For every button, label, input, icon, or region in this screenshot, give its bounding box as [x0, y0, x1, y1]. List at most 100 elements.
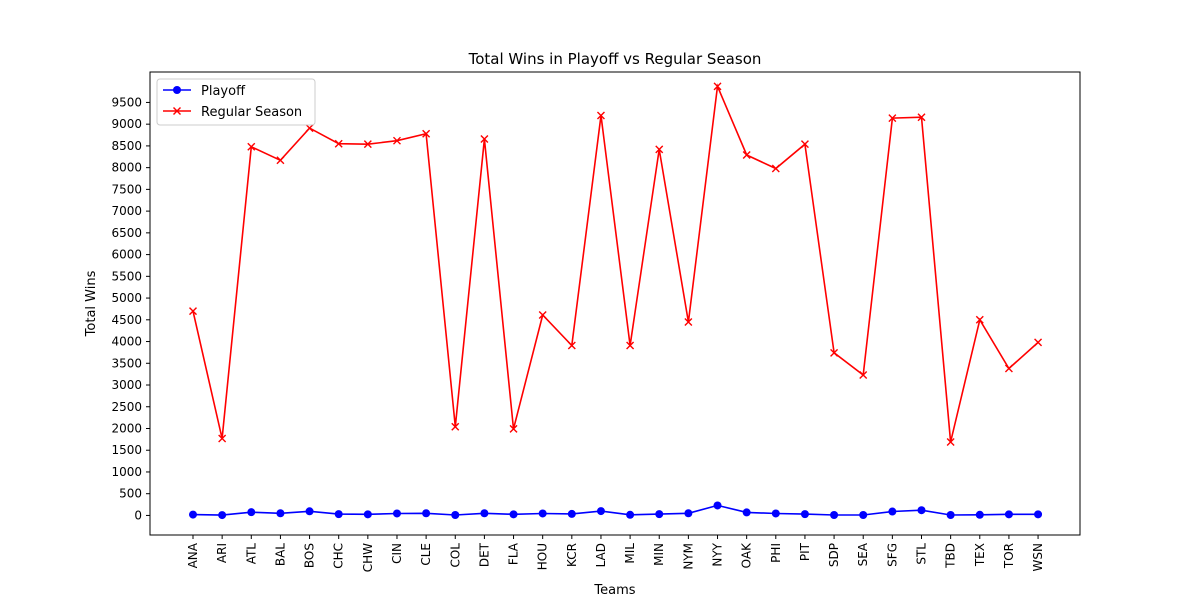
x-tick-label: HOU [536, 543, 550, 570]
data-point [626, 510, 635, 519]
data-point [800, 510, 809, 519]
x-tick-label: CHW [361, 543, 375, 572]
y-tick-label: 9500 [111, 95, 142, 109]
y-tick-label: 7500 [111, 182, 142, 196]
x-tick-label: DET [477, 542, 491, 567]
data-point [830, 511, 839, 520]
x-tick-label: LAD [594, 543, 608, 567]
data-point [218, 511, 227, 520]
x-tick-label: STL [915, 543, 929, 565]
chart-title: Total Wins in Playoff vs Regular Season [468, 50, 762, 68]
x-axis-label: Teams [593, 583, 635, 598]
data-point [567, 509, 576, 518]
data-point [334, 510, 343, 519]
x-tick-label: PHI [769, 543, 783, 563]
data-point [742, 508, 751, 517]
data-point [684, 317, 693, 326]
data-point [392, 509, 401, 518]
legend: Playoff Regular Season [156, 78, 316, 126]
data-point [684, 509, 693, 518]
data-point [247, 508, 256, 517]
y-tick-label: 2000 [111, 421, 142, 435]
data-point [422, 509, 431, 518]
legend-item: Regular Season [163, 105, 302, 120]
plot-area [149, 71, 1081, 536]
x-axis: ANA ARI ATL BAL BOS CHC CHW CIN CLE COL DET FLA HOU K… [186, 535, 1045, 572]
y-tick-label: 1000 [111, 465, 142, 479]
x-tick-label: CLE [419, 543, 433, 566]
data-point [276, 156, 285, 165]
data-point [480, 134, 489, 143]
y-tick-label: 8000 [111, 161, 142, 175]
data-point [830, 348, 839, 357]
data-point [363, 510, 372, 519]
data-point [946, 511, 955, 520]
data-point [946, 437, 955, 446]
data-point [917, 506, 926, 515]
x-tick-label: FLA [507, 542, 521, 565]
x-tick-label: SDP [827, 543, 841, 567]
data-point [509, 424, 518, 433]
x-tick-label: WSN [1031, 543, 1045, 571]
y-tick-label: 2500 [111, 400, 142, 414]
x-tick-label: CHC [332, 543, 346, 569]
data-point [1004, 364, 1013, 373]
x-tick-label: OAK [740, 542, 754, 568]
x-tick-label: ATL [244, 543, 258, 565]
x-tick-label: TBD [944, 543, 958, 569]
data-point [189, 510, 197, 519]
data-point [189, 307, 197, 316]
series-playoff [189, 501, 1043, 520]
data-point [655, 145, 664, 154]
y-axis-label: Total Wins [84, 270, 99, 337]
data-point [800, 140, 809, 149]
x-tick-label: TEX [973, 543, 987, 567]
data-point [422, 129, 431, 138]
data-point [596, 507, 605, 516]
y-tick-label: 6000 [111, 248, 142, 262]
data-point [305, 507, 314, 516]
x-tick-label: SEA [856, 542, 870, 566]
data-point [451, 422, 460, 431]
data-point [975, 510, 984, 519]
data-point [626, 341, 635, 350]
data-point [917, 113, 926, 122]
legend-label: Regular Season [201, 105, 302, 120]
data-point [451, 511, 460, 520]
data-point [392, 136, 401, 145]
x-tick-label: COL [448, 543, 462, 568]
y-tick-label: 5500 [111, 269, 142, 283]
data-point [567, 341, 576, 350]
x-tick-label: MIN [652, 543, 666, 566]
y-tick-label: 0 [134, 508, 142, 522]
y-tick-label: 500 [119, 487, 142, 501]
data-point [276, 509, 285, 518]
y-tick-label: 1500 [111, 443, 142, 457]
x-tick-label: KCR [565, 543, 579, 567]
data-point [538, 311, 547, 320]
legend-label: Playoff [201, 84, 246, 99]
y-tick-label: 8500 [111, 139, 142, 153]
y-tick-label: 7000 [111, 204, 142, 218]
y-tick-label: 6500 [111, 226, 142, 240]
data-point [538, 509, 547, 518]
data-point [713, 82, 722, 91]
y-tick-label: 5000 [111, 291, 142, 305]
series-line [192, 504, 1039, 516]
x-tick-label: BAL [273, 543, 287, 566]
data-point [655, 510, 664, 519]
data-point [859, 511, 868, 520]
x-tick-label: PIT [798, 542, 812, 561]
series-layer [189, 82, 1043, 520]
data-point [742, 151, 751, 160]
data-point [363, 140, 372, 149]
y-tick-label: 9000 [111, 117, 142, 131]
x-tick-label: TOR [1002, 543, 1016, 569]
legend-item: Playoff [163, 84, 246, 99]
data-point [771, 164, 780, 173]
x-tick-label: BOS [303, 543, 317, 568]
y-axis: 0 500 1000 1500 2000 2500 3000 3500 4000 4500 5000… [111, 95, 150, 522]
data-point [975, 315, 984, 324]
data-point [247, 142, 256, 151]
